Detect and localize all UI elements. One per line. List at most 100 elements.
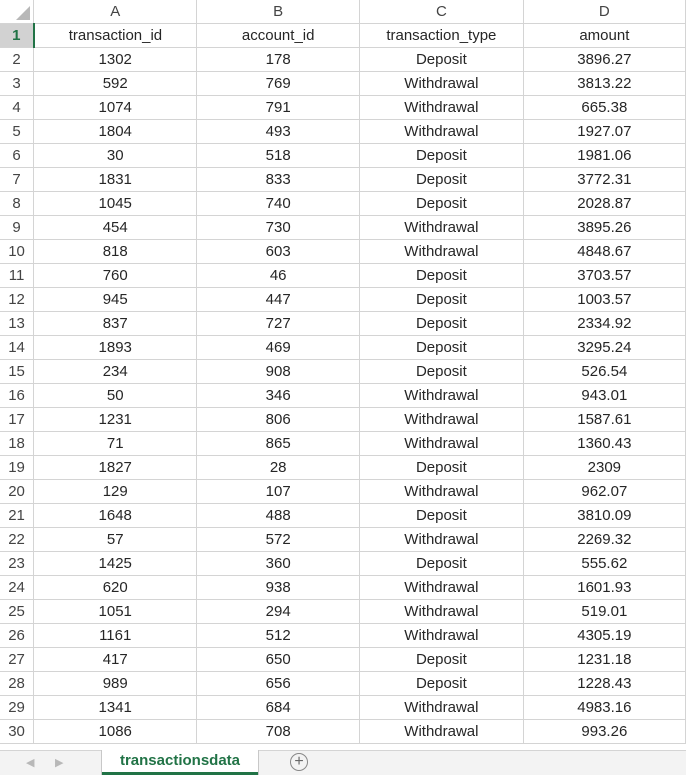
data-cell[interactable]: 2309 xyxy=(523,455,686,480)
data-cell[interactable]: 993.26 xyxy=(523,719,686,744)
row-header[interactable]: 5 xyxy=(0,119,35,144)
row-header[interactable]: 14 xyxy=(0,335,35,360)
data-cell[interactable]: 962.07 xyxy=(523,479,686,504)
data-cell[interactable]: 1981.06 xyxy=(523,143,686,168)
data-cell[interactable]: Deposit xyxy=(359,455,524,480)
data-cell[interactable]: 129 xyxy=(33,479,198,504)
data-cell[interactable]: Withdrawal xyxy=(359,527,524,552)
data-cell[interactable]: 512 xyxy=(196,623,361,648)
column-header-d[interactable]: D xyxy=(523,0,686,24)
data-cell[interactable]: Deposit xyxy=(359,47,524,72)
data-cell[interactable]: 4305.19 xyxy=(523,623,686,648)
data-cell[interactable]: 730 xyxy=(196,215,361,240)
next-sheet-icon[interactable]: ▶ xyxy=(55,757,64,769)
data-cell[interactable]: Deposit xyxy=(359,191,524,216)
add-sheet-icon[interactable]: + xyxy=(290,753,308,771)
data-cell[interactable]: 1360.43 xyxy=(523,431,686,456)
data-cell[interactable]: 519.01 xyxy=(523,599,686,624)
data-cell[interactable]: 1893 xyxy=(33,335,198,360)
data-cell[interactable]: 1086 xyxy=(33,719,198,744)
data-cell[interactable]: 3772.31 xyxy=(523,167,686,192)
data-cell[interactable]: 555.62 xyxy=(523,551,686,576)
data-cell[interactable]: 1051 xyxy=(33,599,198,624)
data-cell[interactable]: Withdrawal xyxy=(359,95,524,120)
data-cell[interactable]: 493 xyxy=(196,119,361,144)
row-header[interactable]: 2 xyxy=(0,47,35,72)
data-cell[interactable]: 1425 xyxy=(33,551,198,576)
row-header[interactable]: 17 xyxy=(0,407,35,432)
data-cell[interactable]: Withdrawal xyxy=(359,479,524,504)
data-cell[interactable]: 1827 xyxy=(33,455,198,480)
data-cell[interactable]: 4848.67 xyxy=(523,239,686,264)
data-cell[interactable]: Deposit xyxy=(359,359,524,384)
select-all-corner[interactable] xyxy=(0,0,35,24)
row-header[interactable]: 12 xyxy=(0,287,35,312)
data-cell[interactable]: 833 xyxy=(196,167,361,192)
sheet-tab-transactionsdata[interactable]: transactionsdata xyxy=(102,750,258,775)
data-cell[interactable]: 760 xyxy=(33,263,198,288)
data-cell[interactable]: 1074 xyxy=(33,95,198,120)
data-cell[interactable]: 2028.87 xyxy=(523,191,686,216)
prev-sheet-icon[interactable]: ◀ xyxy=(26,757,35,769)
row-header[interactable]: 6 xyxy=(0,143,35,168)
row-header[interactable]: 10 xyxy=(0,239,35,264)
data-cell[interactable]: Deposit xyxy=(359,167,524,192)
data-cell[interactable]: Deposit xyxy=(359,263,524,288)
data-cell[interactable]: 28 xyxy=(196,455,361,480)
grid-table[interactable]: A B C D 1 transaction_id account_id transac… xyxy=(0,0,686,744)
row-header[interactable]: 22 xyxy=(0,527,35,552)
data-cell[interactable]: 908 xyxy=(196,359,361,384)
data-cell[interactable]: Withdrawal xyxy=(359,719,524,744)
data-cell[interactable]: 2269.32 xyxy=(523,527,686,552)
data-cell[interactable]: 417 xyxy=(33,647,198,672)
row-header[interactable]: 7 xyxy=(0,167,35,192)
data-cell[interactable]: Withdrawal xyxy=(359,599,524,624)
data-cell[interactable]: 107 xyxy=(196,479,361,504)
data-cell[interactable]: 346 xyxy=(196,383,361,408)
data-cell[interactable]: 3295.24 xyxy=(523,335,686,360)
data-cell[interactable]: 518 xyxy=(196,143,361,168)
spreadsheet-grid[interactable]: A B C D 1 transaction_id account_id transac… xyxy=(0,0,686,750)
row-header[interactable]: 26 xyxy=(0,623,35,648)
data-cell[interactable]: 57 xyxy=(33,527,198,552)
row-header[interactable]: 8 xyxy=(0,191,35,216)
column-header-a[interactable]: A xyxy=(33,0,198,24)
data-cell[interactable]: 1302 xyxy=(33,47,198,72)
data-cell[interactable]: 740 xyxy=(196,191,361,216)
row-header[interactable]: 13 xyxy=(0,311,35,336)
data-cell[interactable]: Withdrawal xyxy=(359,215,524,240)
data-cell[interactable]: 294 xyxy=(196,599,361,624)
data-cell[interactable]: 469 xyxy=(196,335,361,360)
data-cell[interactable]: Withdrawal xyxy=(359,239,524,264)
data-cell[interactable]: 3813.22 xyxy=(523,71,686,96)
row-header[interactable]: 3 xyxy=(0,71,35,96)
data-cell[interactable]: 943.01 xyxy=(523,383,686,408)
data-cell[interactable]: 603 xyxy=(196,239,361,264)
data-cell[interactable]: 1648 xyxy=(33,503,198,528)
data-cell[interactable]: 1003.57 xyxy=(523,287,686,312)
data-cell[interactable]: 50 xyxy=(33,383,198,408)
row-header[interactable]: 9 xyxy=(0,215,35,240)
data-cell[interactable]: 1601.93 xyxy=(523,575,686,600)
data-cell[interactable]: 650 xyxy=(196,647,361,672)
data-cell[interactable]: Withdrawal xyxy=(359,119,524,144)
data-cell[interactable]: 818 xyxy=(33,239,198,264)
row-header[interactable]: 15 xyxy=(0,359,35,384)
data-cell[interactable]: 945 xyxy=(33,287,198,312)
row-header[interactable]: 16 xyxy=(0,383,35,408)
data-cell[interactable]: 488 xyxy=(196,503,361,528)
data-cell[interactable]: Withdrawal xyxy=(359,407,524,432)
data-cell[interactable]: Deposit xyxy=(359,671,524,696)
data-cell[interactable]: 178 xyxy=(196,47,361,72)
header-cell[interactable]: account_id xyxy=(196,23,361,48)
data-cell[interactable]: 592 xyxy=(33,71,198,96)
row-header[interactable]: 21 xyxy=(0,503,35,528)
row-header[interactable]: 1 xyxy=(0,23,35,48)
data-cell[interactable]: Deposit xyxy=(359,143,524,168)
data-cell[interactable]: 708 xyxy=(196,719,361,744)
data-cell[interactable]: 989 xyxy=(33,671,198,696)
data-cell[interactable]: 769 xyxy=(196,71,361,96)
data-cell[interactable]: 1045 xyxy=(33,191,198,216)
data-cell[interactable]: 71 xyxy=(33,431,198,456)
row-header[interactable]: 4 xyxy=(0,95,35,120)
